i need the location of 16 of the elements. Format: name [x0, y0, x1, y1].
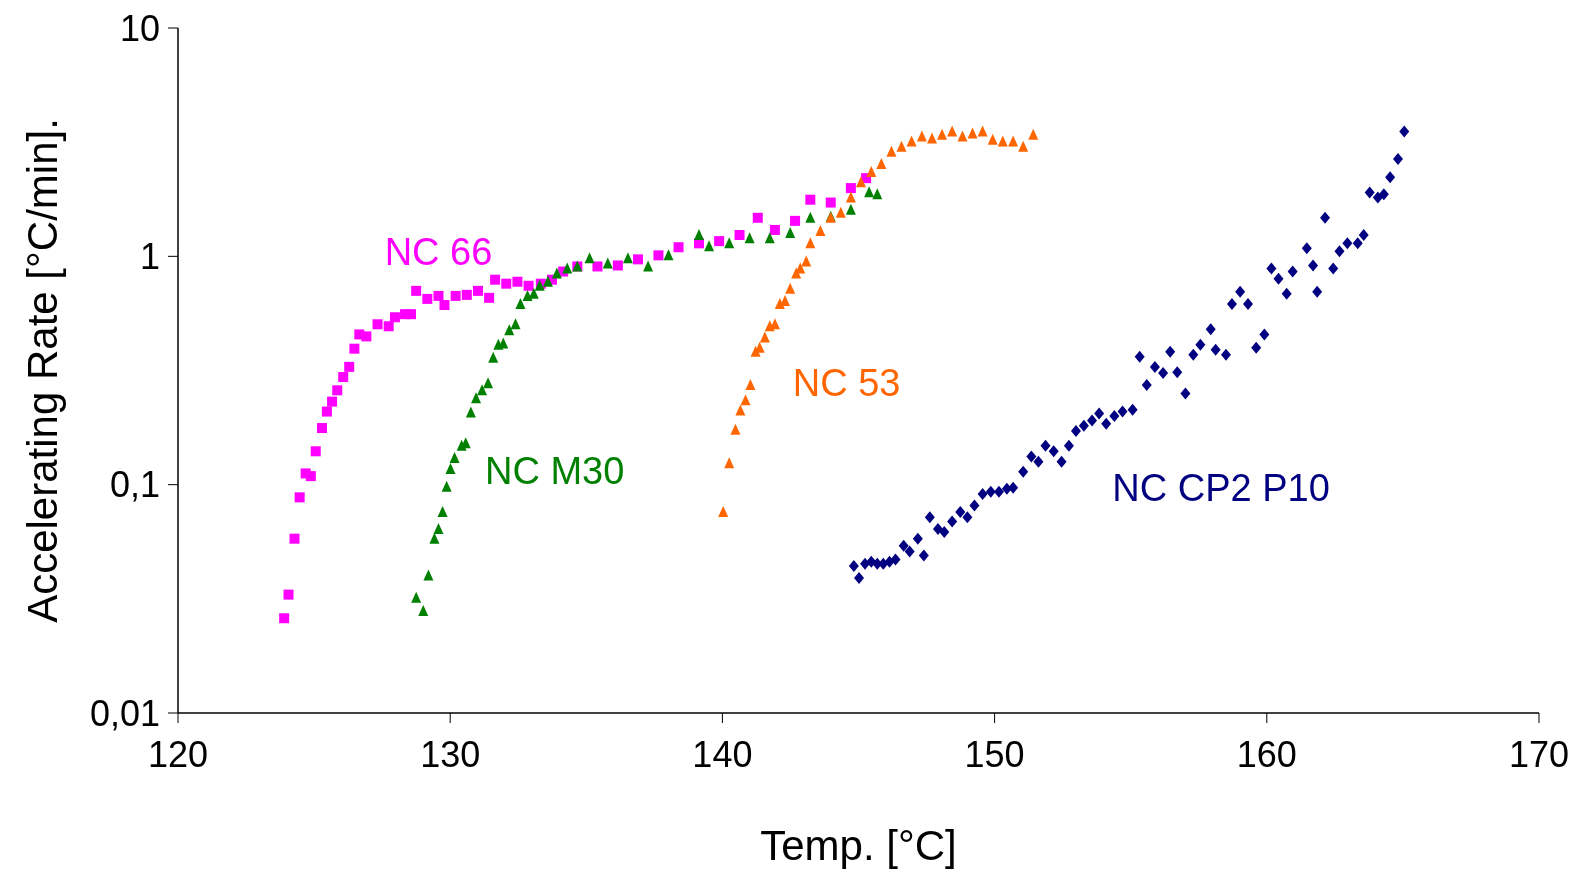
x-tick-label: 130	[420, 733, 481, 775]
series-label: NC M30	[485, 450, 625, 493]
series-label: NC CP2 P10	[1112, 467, 1330, 510]
x-axis-title: Temp. [°C]	[760, 822, 957, 869]
y-tick-label: 1	[139, 236, 160, 278]
y-tick-label: 0,01	[89, 692, 160, 734]
series-label: NC 53	[792, 361, 901, 404]
y-tick-label: 0,1	[109, 464, 160, 506]
x-tick-label: 120	[147, 733, 209, 775]
x-tick-label: 150	[964, 733, 1025, 775]
y-tick-label: 10	[119, 7, 160, 49]
x-tick-label: 170	[1508, 733, 1570, 775]
y-axis-title: Accelerating Rate [°C/min].	[18, 118, 66, 623]
x-tick-label: 160	[1236, 733, 1297, 775]
x-tick-label: 140	[692, 733, 753, 775]
series-label: NC 66	[384, 230, 493, 273]
